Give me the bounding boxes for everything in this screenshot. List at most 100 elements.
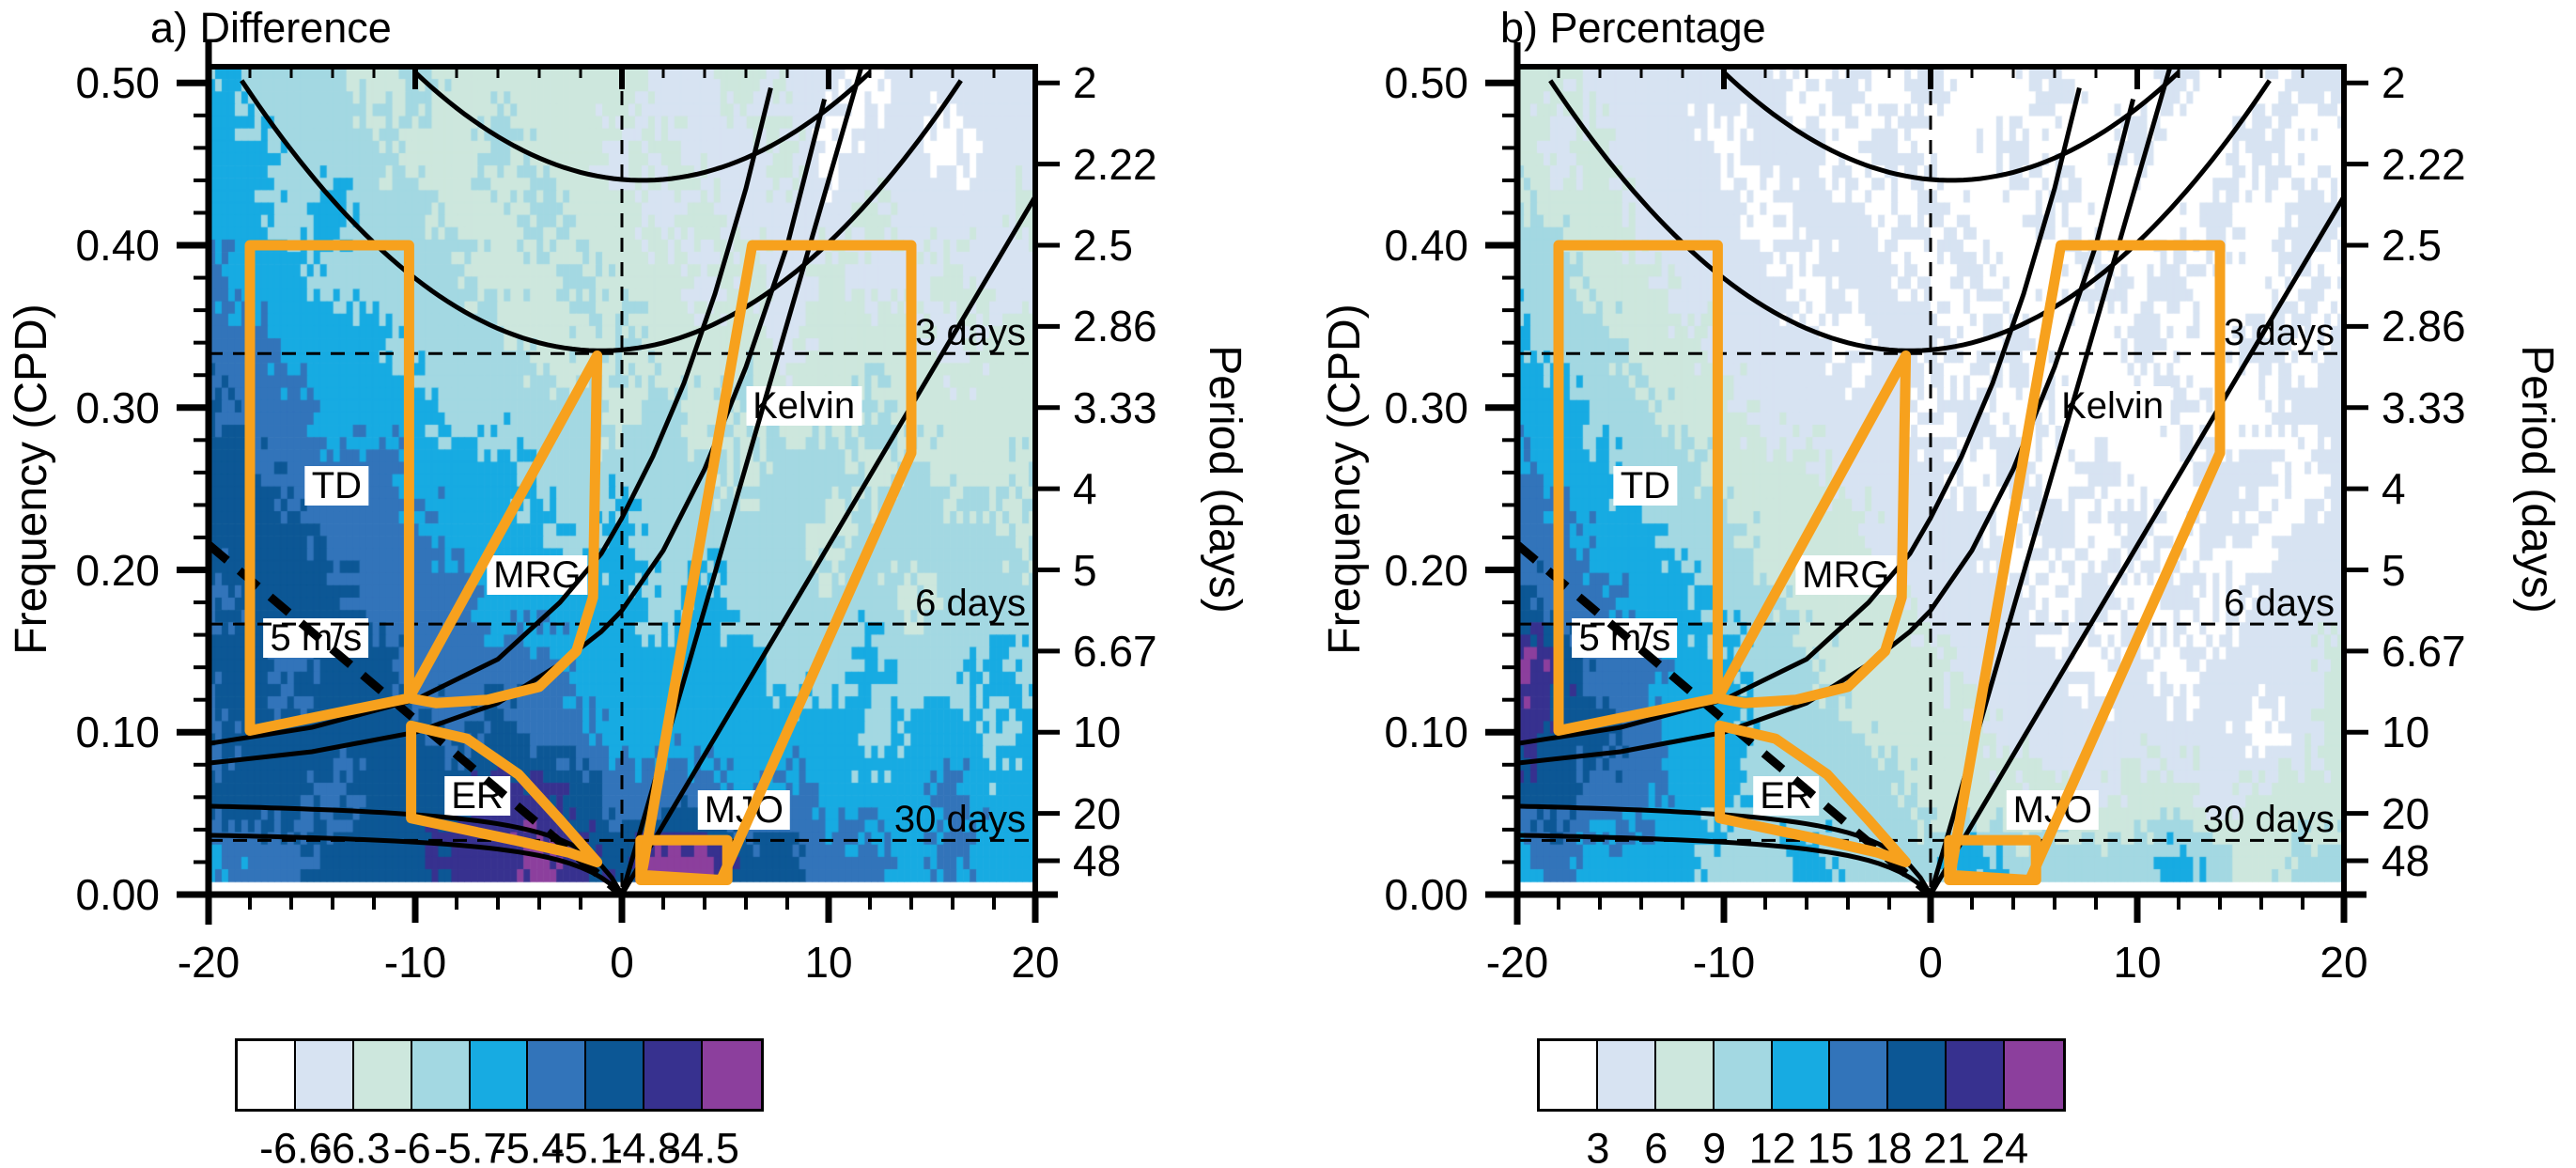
colorbar-cell [1830, 1041, 1889, 1109]
five-ms-speed-line [1514, 541, 1933, 898]
period-tick-label: 4 [2382, 463, 2406, 513]
dispersion-curve-mrg-eig-2 [1516, 98, 2136, 766]
wave-filter-label-td: TD [1613, 465, 1678, 506]
wave-filter-label-mrg: MRG [1795, 554, 1897, 595]
wave-filter-box-er [1715, 720, 1912, 867]
x-tick-label: 0 [610, 937, 634, 987]
colorbar-tick-label: -6.6 [259, 1124, 333, 1168]
period-line-label-30days: 30 days [893, 798, 1026, 840]
wave-filter-box-td [1553, 240, 1723, 736]
colorbar-tick-label: -6.3 [318, 1124, 391, 1168]
y-tick-label: 0.00 [75, 869, 160, 919]
dispersion-curve-er-2 [208, 833, 624, 896]
colorbar-tick-label: 3 [1586, 1124, 1610, 1168]
y-tick-label: 0.20 [75, 545, 160, 595]
colorbar-tick-label: 24 [1981, 1124, 2029, 1168]
colorbar-cell [1714, 1041, 1773, 1109]
y-tick-label: 0.50 [75, 58, 160, 108]
colorbar-tick-label: 21 [1923, 1124, 1971, 1168]
wave-filter-box-kelvin [636, 240, 917, 885]
y-tick-label: 0.20 [1384, 545, 1468, 595]
period-tick-label: 48 [1073, 835, 1122, 885]
dispersion-curve-inertio-gravity-2 [413, 70, 872, 183]
wave-filter-box-er [406, 720, 603, 867]
wave-filter-box-td [244, 240, 414, 736]
wave-filter-label-td: TD [304, 465, 369, 506]
period-tick-label: 2.86 [2382, 302, 2466, 351]
dispersion-curve-mrg-eig-2 [208, 98, 828, 766]
colorbar-tick-label: -5.7 [433, 1124, 507, 1168]
colorbar-b [1537, 1038, 2067, 1112]
colorbar-cell [295, 1041, 354, 1109]
period-tick-label: 2.22 [2382, 139, 2466, 189]
period-tick-label: 6.67 [1073, 626, 1157, 676]
dispersion-curve-inertio-gravity-1 [240, 79, 963, 353]
period-line-label-30days: 30 days [2202, 798, 2335, 840]
colorbar-tick-label: 9 [1702, 1124, 1727, 1168]
colorbar-cell [2005, 1041, 2064, 1109]
x-tick-label: 10 [2113, 937, 2162, 987]
period-tick-label: 3.33 [2382, 382, 2466, 432]
wave-filter-box-mrg [1712, 350, 1912, 709]
period-tick-label: 2.86 [1073, 302, 1157, 351]
colorbar-cell [1540, 1041, 1598, 1109]
five-ms-speed-line [206, 541, 625, 898]
x-tick-label: 10 [804, 937, 853, 987]
period-tick-label: 10 [2382, 708, 2430, 757]
period-tick-label: 5 [1073, 545, 1097, 595]
x-tick-label: 20 [2320, 937, 2368, 987]
period-tick-label: 2 [1073, 58, 1097, 108]
x-tick-label: -20 [177, 937, 241, 987]
period-tick-label: 6.67 [2382, 626, 2466, 676]
colorbar-tick-label: -4.5 [666, 1124, 739, 1168]
colorbar-cell [1597, 1041, 1656, 1109]
period-tick-label: 2.22 [1073, 139, 1157, 189]
period-line-label-6days: 6 days [2224, 582, 2335, 624]
colorbar-cell [411, 1041, 471, 1109]
dispersion-curve-kelvin-slow [619, 195, 1038, 896]
period-tick-label: 5 [2382, 545, 2406, 595]
x-tick-label: -10 [383, 937, 447, 987]
dispersion-curve-inertio-gravity-1 [1548, 79, 2272, 353]
y-tick-label: 0.50 [1384, 58, 1468, 108]
period-line-label-3days: 3 days [2224, 311, 2335, 353]
y-tick-label: 0.10 [1384, 708, 1468, 757]
y-tick-label: 0.40 [75, 220, 160, 270]
colorbar-tick-label: 6 [1644, 1124, 1668, 1168]
period-tick-label: 10 [1073, 708, 1122, 757]
x-tick-label: 20 [1011, 937, 1060, 987]
y-tick-label: 0.30 [1384, 382, 1468, 432]
colorbar-tick-label: -5.4 [491, 1124, 566, 1168]
y-tick-label: 0.40 [1384, 220, 1468, 270]
dispersion-curve-kelvin-slow [1928, 195, 2347, 896]
period-line-label-3days: 3 days [915, 311, 1026, 353]
period-tick-label: 20 [2382, 788, 2430, 838]
colorbar-tick-label: 12 [1748, 1124, 1796, 1168]
dispersion-curve-er-2 [1516, 833, 1932, 896]
colorbar-cell [470, 1041, 529, 1109]
colorbar-tick-label: 15 [1807, 1124, 1854, 1168]
period-line-label-6days: 6 days [915, 582, 1026, 624]
y-tick-label: 0.10 [75, 708, 160, 757]
panel-title-a: a) Difference [150, 4, 392, 52]
colorbar-cell [1947, 1041, 2006, 1109]
colorbar-cell [1888, 1041, 1948, 1109]
y-tick-label: 0.00 [1384, 869, 1468, 919]
wave-filter-box-mrg [403, 350, 603, 709]
wave-filter-box-kelvin [1945, 240, 2226, 885]
panel-title-b: b) Percentage [1500, 4, 1766, 52]
period-tick-label: 48 [2382, 835, 2430, 885]
x-tick-label: -20 [1485, 937, 1549, 987]
colorbar-cell [353, 1041, 412, 1109]
period-tick-label: 20 [1073, 788, 1122, 838]
colorbar-cell [528, 1041, 587, 1109]
period-tick-label: 2 [2382, 58, 2406, 108]
period-tick-label: 3.33 [1073, 382, 1157, 432]
colorbar-cell [703, 1041, 762, 1109]
colorbar-tick-label: -6 [393, 1124, 431, 1168]
x-tick-label: -10 [1692, 937, 1756, 987]
colorbar-a [235, 1038, 765, 1112]
colorbar-cell [644, 1041, 704, 1109]
